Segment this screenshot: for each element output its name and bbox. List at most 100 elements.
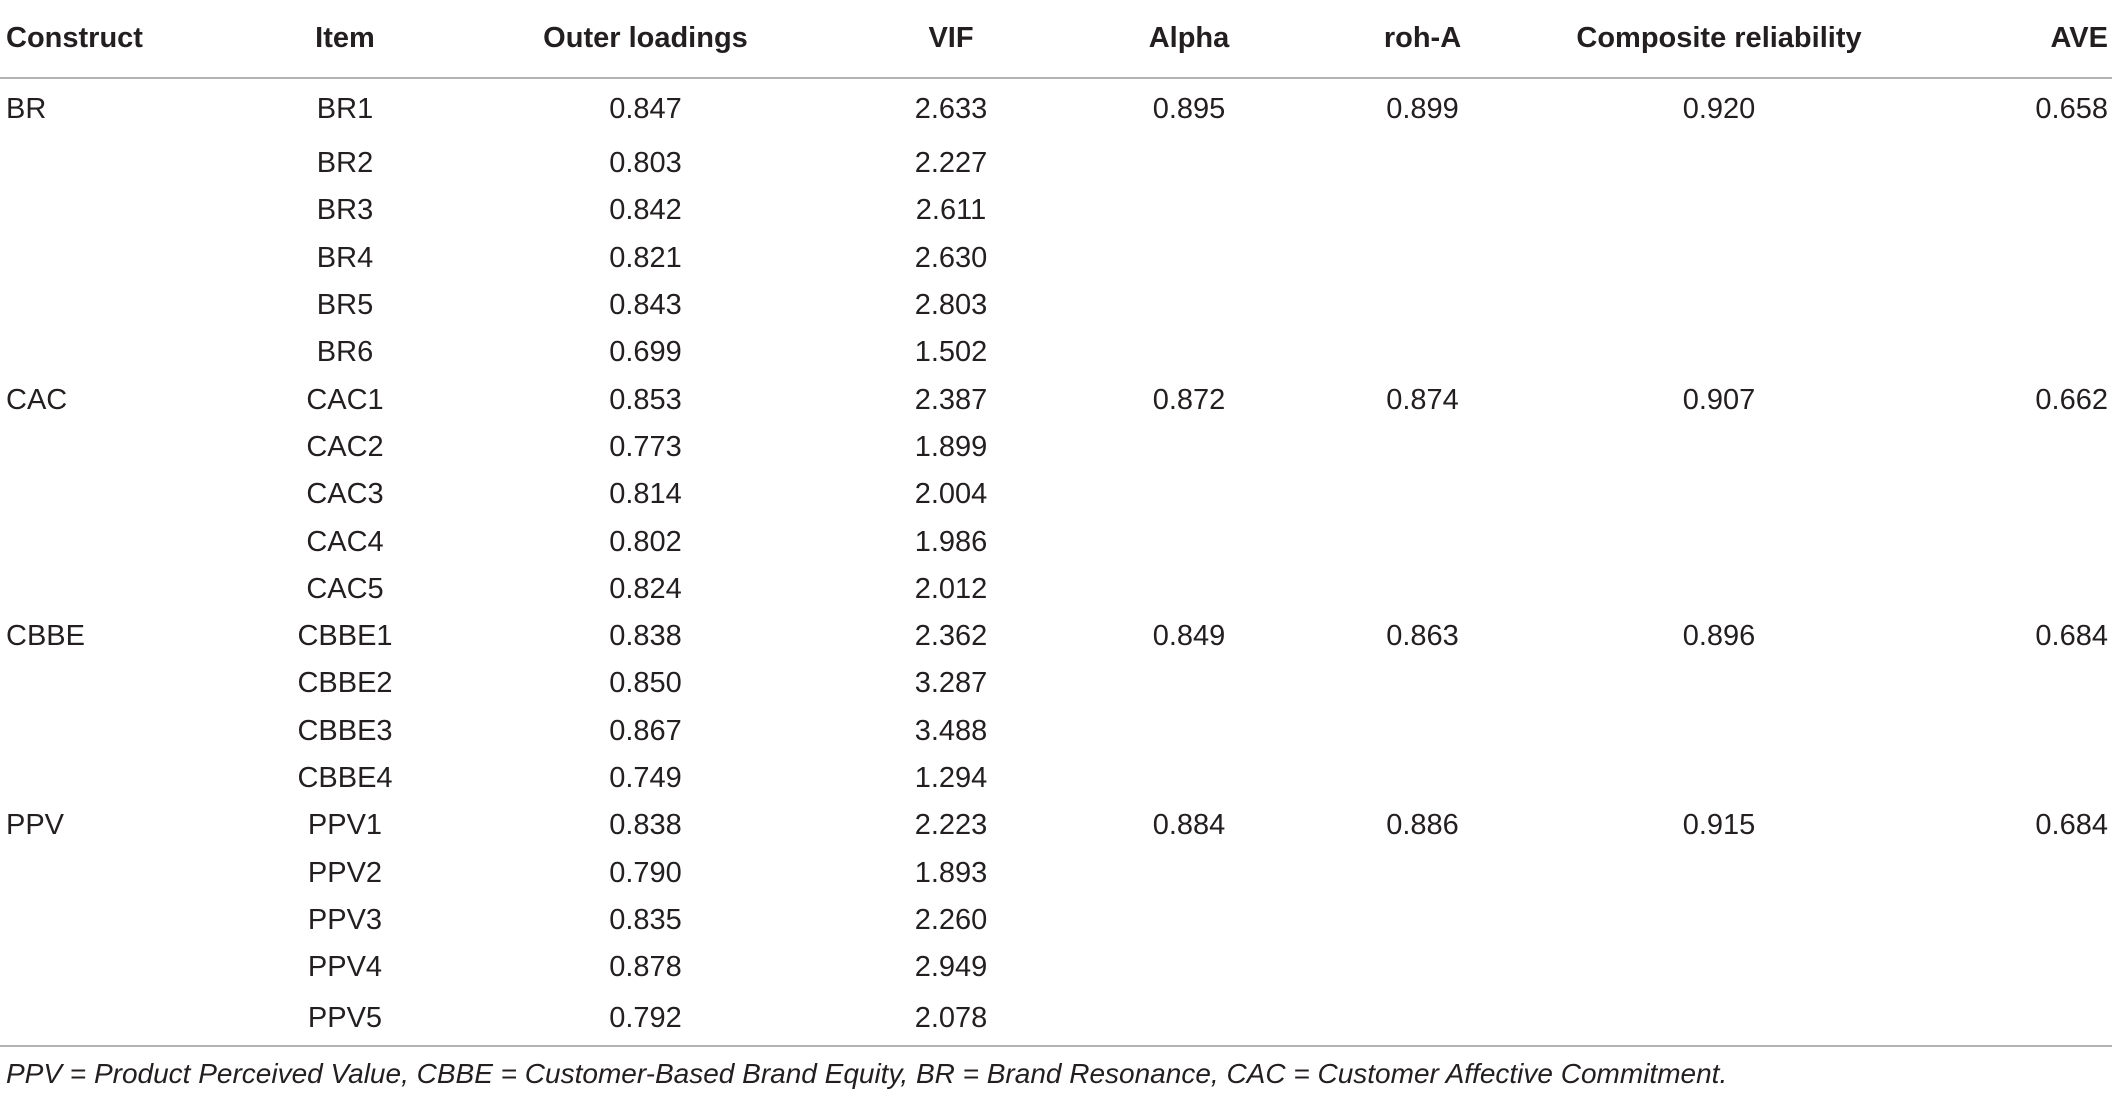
table-row: BR5 0.843 2.803 [0, 282, 2112, 329]
table-row: BR BR1 0.847 2.633 0.895 0.899 0.920 0.658 [0, 78, 2112, 140]
cell-composite-reliability [1538, 566, 1900, 613]
cell-roh-a: 0.863 [1386, 620, 1459, 653]
table-row: CBBE3 0.867 3.488 [0, 708, 2112, 755]
cell-outer-loading: 0.803 [609, 147, 682, 180]
cell-roh-a [1307, 708, 1538, 755]
cell-item: CAC2 [306, 430, 384, 463]
cell-alpha [1071, 566, 1307, 613]
cell-ave: 0.662 [2035, 383, 2108, 416]
header-outer-loadings: Outer loadings [460, 0, 831, 79]
cell-construct [0, 187, 230, 234]
cell-alpha: 0.884 [1152, 809, 1226, 842]
table-row: PPV3 0.835 2.260 [0, 897, 2112, 944]
cell-roh-a [1307, 329, 1538, 376]
cell-outer-loading: 0.843 [609, 289, 682, 322]
table-footnote: PPV = Product Perceived Value, CBBE = Cu… [6, 1058, 1728, 1089]
cell-vif: 2.362 [914, 620, 988, 653]
cell-outer-loading: 0.850 [609, 667, 682, 700]
cell-composite-reliability [1538, 708, 1900, 755]
cell-outer-loading: 0.790 [609, 856, 682, 889]
table-row: CBBE4 0.749 1.294 [0, 755, 2112, 802]
cell-construct [0, 991, 230, 1048]
cell-item: CAC4 [306, 525, 384, 558]
cell-ave [1900, 755, 2112, 802]
table-row: PPV4 0.878 2.949 [0, 944, 2112, 991]
table-row: PPV5 0.792 2.078 [0, 991, 2112, 1048]
cell-alpha: 0.895 [1152, 93, 1226, 125]
table-row: BR4 0.821 2.630 [0, 235, 2112, 282]
cell-roh-a: 0.874 [1386, 383, 1459, 416]
cell-composite-reliability [1538, 187, 1900, 234]
cell-construct [0, 849, 230, 896]
cell-alpha: 0.849 [1152, 620, 1226, 653]
cell-item: CBBE4 [297, 762, 393, 794]
cell-composite-reliability [1538, 140, 1900, 187]
cell-alpha [1071, 897, 1307, 944]
cell-vif: 2.260 [914, 903, 988, 936]
cell-vif: 1.294 [914, 762, 988, 794]
measurement-model-table: Construct Item Outer loadings VIF Alpha … [0, 0, 2112, 1048]
cell-outer-loading: 0.792 [460, 991, 831, 1048]
cell-composite-reliability [1538, 329, 1900, 376]
cell-alpha [1071, 518, 1307, 565]
cell-composite-reliability [1538, 235, 1900, 282]
cell-alpha [1071, 944, 1307, 991]
table-row: CAC3 0.814 2.004 [0, 471, 2112, 518]
cell-vif: 3.287 [914, 667, 988, 700]
cell-composite-reliability [1538, 282, 1900, 329]
cell-ave [1900, 849, 2112, 896]
cell-item: BR1 [316, 93, 374, 125]
cell-ave [1900, 708, 2112, 755]
cell-outer-loading: 0.749 [609, 762, 682, 794]
cell-composite-reliability [1538, 897, 1900, 944]
cell-item: CAC5 [306, 572, 384, 605]
cell-construct [0, 660, 230, 707]
table-body: BR BR1 0.847 2.633 0.895 0.899 0.920 0.658 BR2 0.… [0, 78, 2112, 1048]
cell-ave [1900, 471, 2112, 518]
cell-composite-reliability [1538, 424, 1900, 471]
cell-ave: 0.684 [2035, 809, 2108, 842]
cell-ave: 0.658 [2035, 93, 2108, 125]
cell-composite-reliability: 0.915 [1682, 809, 1756, 842]
cell-outer-loading: 0.773 [609, 430, 682, 463]
cell-outer-loading: 0.838 [609, 809, 682, 842]
cell-alpha [1071, 755, 1307, 802]
cell-ave [1900, 424, 2112, 471]
cell-item: BR3 [316, 194, 374, 227]
cell-ave [1900, 282, 2112, 329]
cell-alpha: 0.872 [1152, 383, 1226, 416]
cell-ave [1900, 944, 2112, 991]
cell-outer-loading: 0.699 [609, 336, 682, 369]
cell-item: PPV5 [230, 991, 460, 1048]
cell-alpha [1071, 329, 1307, 376]
cell-item: PPV2 [307, 856, 383, 889]
cell-roh-a [1307, 944, 1538, 991]
table-row: CAC CAC1 0.853 2.387 0.872 0.874 0.907 0.662 [0, 376, 2112, 423]
cell-composite-reliability [1538, 849, 1900, 896]
cell-ave [1900, 566, 2112, 613]
cell-roh-a [1307, 140, 1538, 187]
table-row: PPV2 0.790 1.893 [0, 849, 2112, 896]
cell-vif: 1.899 [914, 430, 988, 463]
cell-construct [0, 897, 230, 944]
header-roh-a: roh-A [1307, 0, 1538, 79]
cell-vif: 1.986 [914, 525, 988, 558]
cell-ave [1900, 991, 2112, 1048]
cell-construct [0, 518, 230, 565]
cell-construct: BR [6, 93, 47, 125]
cell-item: PPV3 [307, 903, 383, 936]
table-row: BR2 0.803 2.227 [0, 140, 2112, 187]
cell-outer-loading: 0.821 [609, 241, 682, 274]
cell-vif: 1.893 [914, 856, 988, 889]
cell-roh-a [1307, 187, 1538, 234]
cell-construct [0, 329, 230, 376]
cell-vif: 2.611 [915, 194, 987, 227]
cell-composite-reliability [1538, 518, 1900, 565]
header-item: Item [230, 0, 460, 79]
cell-roh-a [1307, 897, 1538, 944]
cell-item: PPV1 [307, 809, 383, 842]
cell-outer-loading: 0.802 [609, 525, 682, 558]
cell-ave [1900, 235, 2112, 282]
cell-alpha [1071, 849, 1307, 896]
